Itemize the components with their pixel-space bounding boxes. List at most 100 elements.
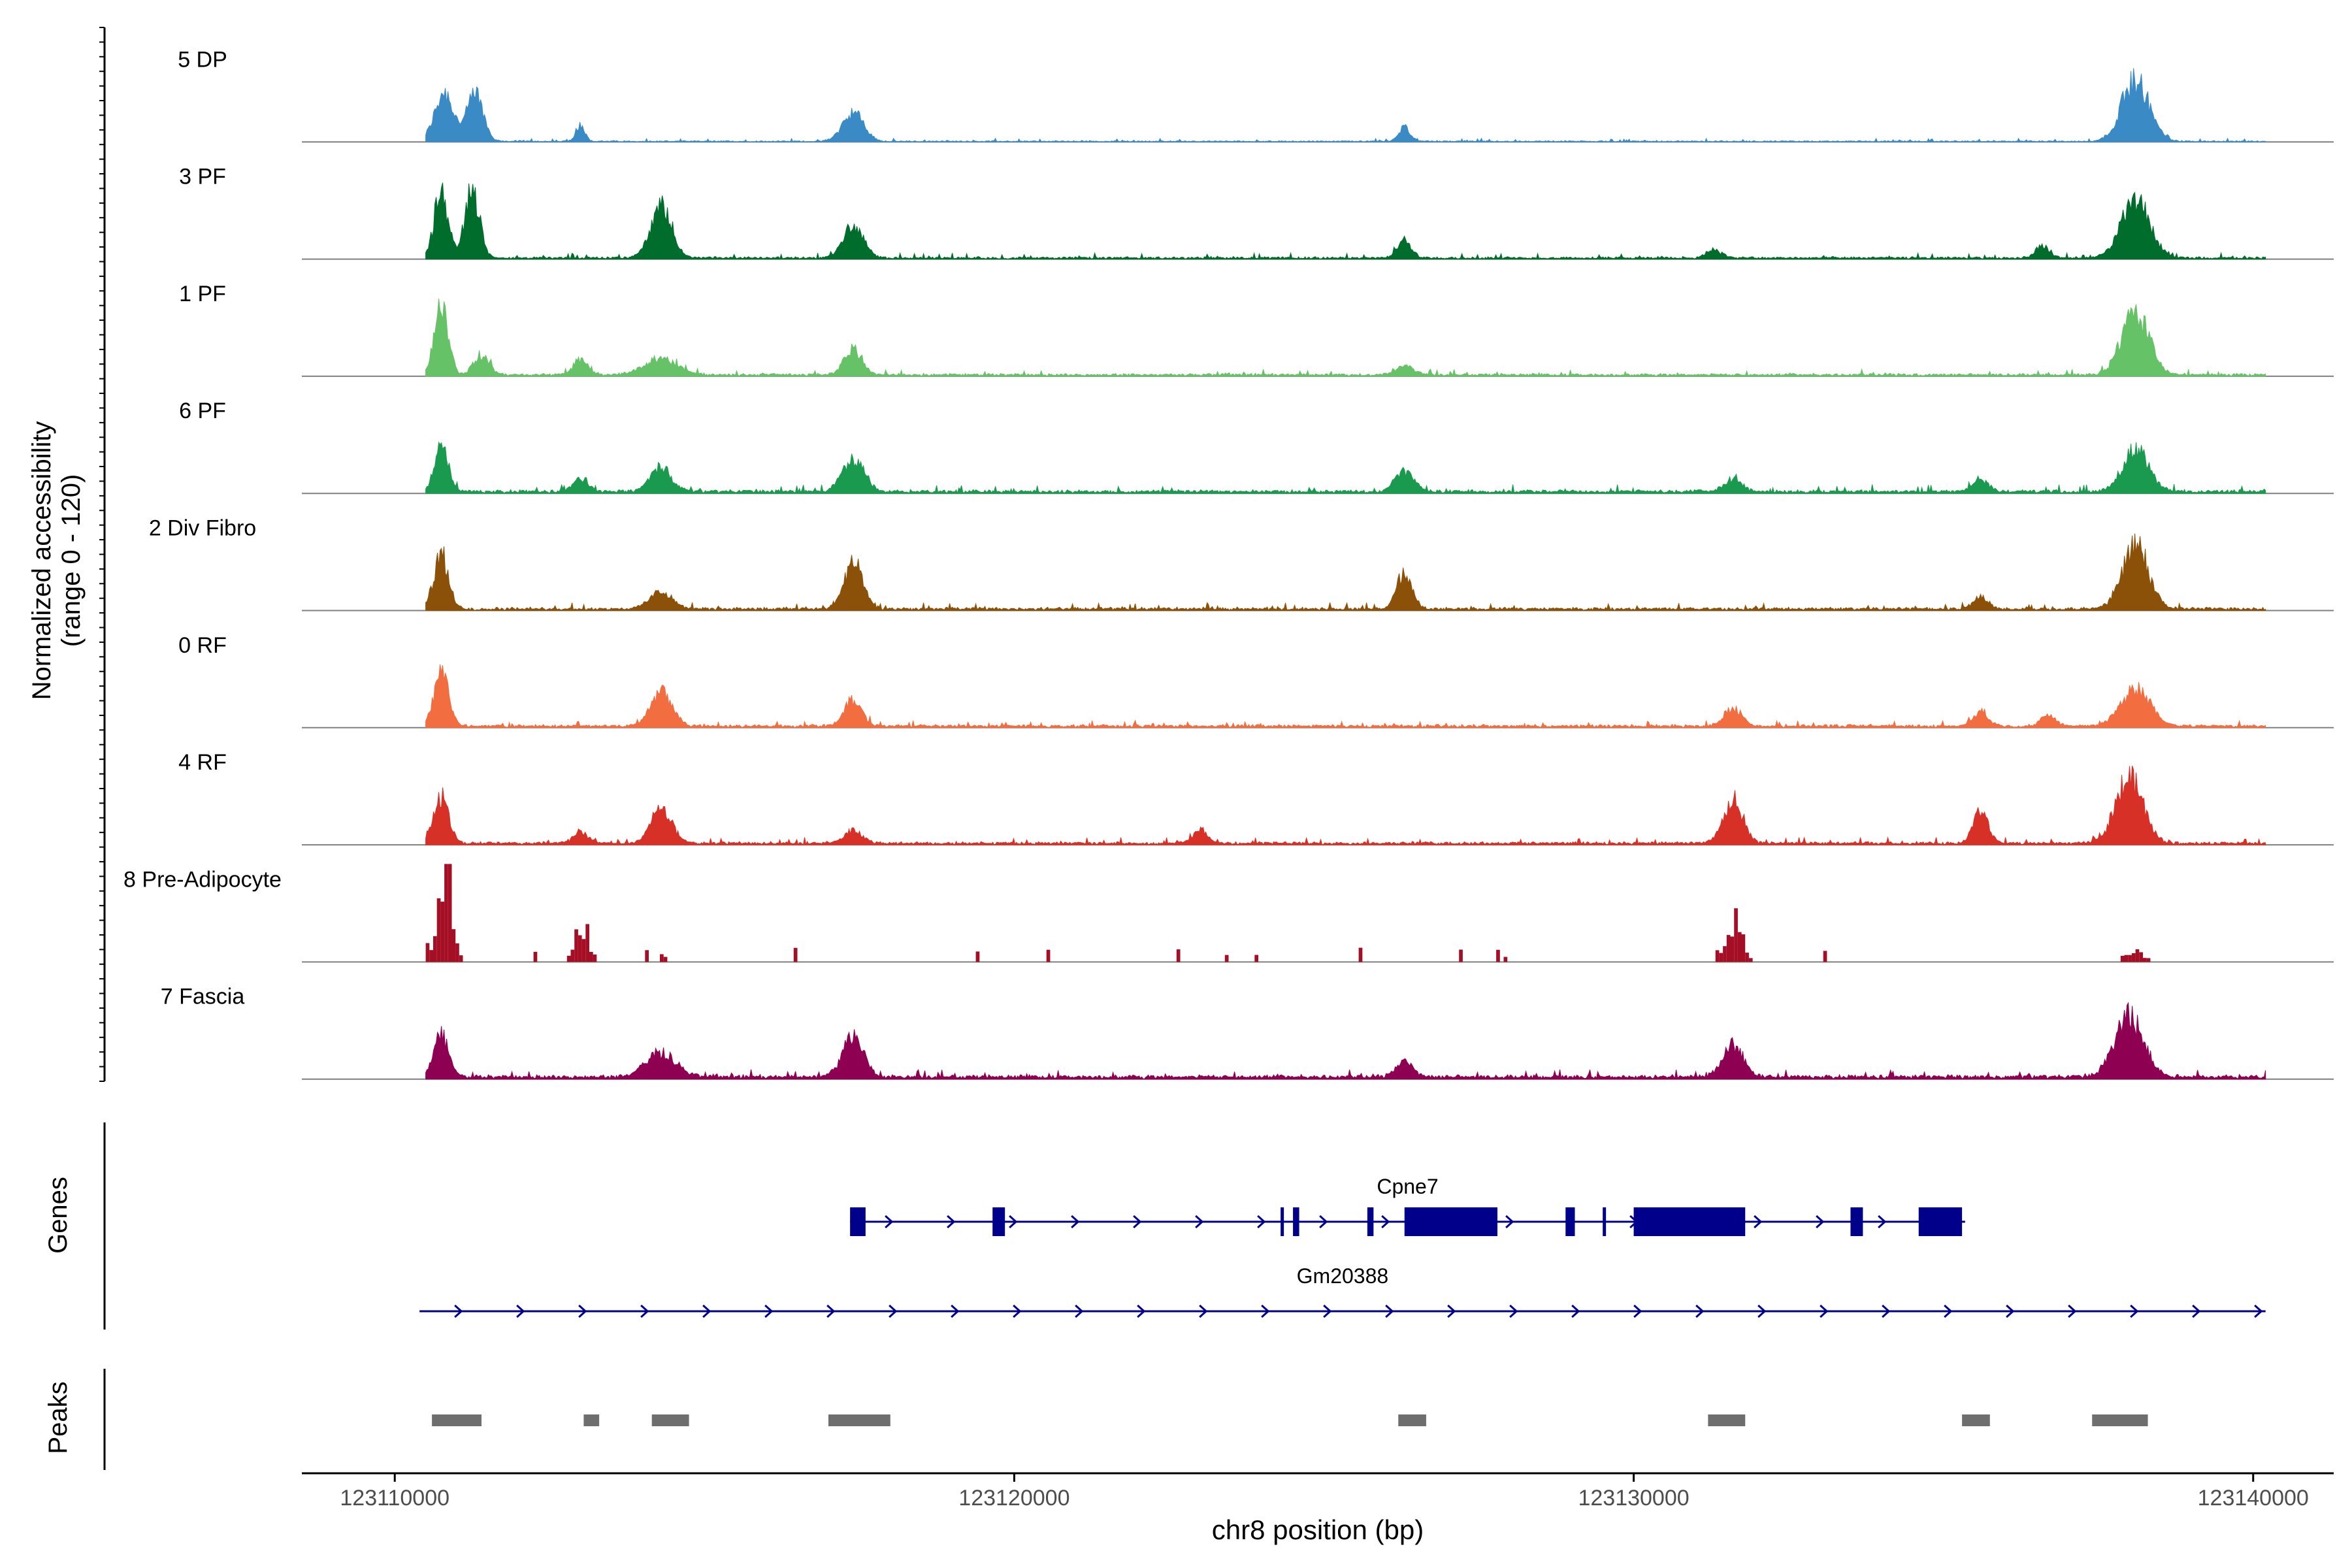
strand-chevron [2006, 1304, 2015, 1318]
coverage-bin [574, 929, 578, 962]
coverage-bin [570, 949, 575, 962]
coverage-bin [1046, 949, 1051, 962]
coverage-bin [1176, 949, 1181, 962]
coverage-bin [975, 951, 980, 962]
genes-panel: Cpne7 Gm20388 [103, 1122, 2266, 1330]
exon [1565, 1207, 1575, 1236]
track-5-dp: 5 DP [178, 47, 2334, 143]
peak-region [1398, 1414, 1426, 1426]
exon [992, 1207, 1005, 1236]
strand-chevron [1323, 1304, 1332, 1318]
exon [1633, 1207, 1746, 1236]
coverage-bin [1730, 936, 1735, 962]
gene-label: Gm20388 [1297, 1264, 1389, 1288]
coverage-bin [429, 950, 433, 962]
coverage-bin [2139, 952, 2143, 962]
x-tick-label: 123120000 [958, 1486, 1070, 1511]
strand-chevron [1633, 1304, 1642, 1318]
track-label: 8 Pre-Adipocyte [123, 867, 282, 892]
coverage-bin [1737, 932, 1742, 962]
coverage-area [425, 441, 2266, 495]
strand-chevron [1695, 1304, 1705, 1318]
peaks-panel-label: Peaks [44, 1381, 73, 1454]
strand-chevron [2068, 1304, 2077, 1318]
track-6-pf: 6 PF [179, 399, 2334, 495]
strand-chevron [1133, 1215, 1142, 1229]
strand-chevron [640, 1304, 649, 1318]
coverage-area [425, 1002, 2266, 1080]
coverage-bin [660, 954, 664, 962]
coverage-area [425, 68, 2266, 142]
exon [850, 1207, 866, 1236]
coverage-bin [448, 864, 452, 962]
coverage-bin [589, 952, 593, 962]
strand-chevron [1571, 1304, 1580, 1318]
strand-chevron [826, 1304, 836, 1318]
coverage-bin [444, 864, 448, 962]
coverage-bin [1715, 950, 1720, 962]
strand-chevron [1820, 1304, 1829, 1318]
strand-chevron [1071, 1215, 1080, 1229]
coverage-bin [1224, 955, 1229, 962]
peak-region [1708, 1414, 1746, 1426]
coverage-bin [459, 955, 463, 962]
strand-chevron [1009, 1215, 1018, 1229]
track-label: 3 PF [179, 165, 226, 189]
x-axis: 123110000 123120000 123130000 123140000 [302, 1472, 2334, 1511]
strand-chevron [454, 1304, 463, 1318]
strand-chevron [889, 1304, 898, 1318]
coverage-bin [1496, 949, 1500, 962]
track-7-fascia: 7 Fascia [161, 985, 2334, 1080]
coverage-bin [2135, 949, 2140, 962]
strand-chevron [1195, 1215, 1204, 1229]
track-2-div-fibro: 2 Div Fibro [149, 516, 2334, 612]
coverage-area [425, 533, 2266, 612]
peak-region [651, 1414, 689, 1426]
exon [1367, 1207, 1374, 1236]
strand-chevron [578, 1304, 587, 1318]
strand-chevron [1882, 1304, 1891, 1318]
strand-chevron [1385, 1304, 1394, 1318]
track-4-rf: 4 RF [178, 750, 2334, 846]
track-label: 6 PF [179, 399, 226, 423]
coverage-area [425, 664, 2266, 729]
strand-chevron [764, 1304, 774, 1318]
coverage-bin [593, 955, 597, 962]
coverage-bin [2128, 955, 2132, 962]
coverage-bin [1745, 953, 1749, 962]
coverage-bin [1358, 947, 1363, 962]
exon [1850, 1207, 1863, 1236]
peak-region [828, 1414, 890, 1426]
strand-chevron [2192, 1304, 2201, 1318]
coverage-bin [2131, 953, 2136, 962]
coverage-bin [578, 935, 582, 962]
peak-region [432, 1414, 482, 1426]
coverage-bin [585, 924, 589, 962]
coverage-bin [1726, 935, 1731, 962]
x-tick-label: 123130000 [1578, 1486, 1689, 1511]
track-3-pf: 3 PF [179, 165, 2334, 260]
coverage-bin [440, 902, 445, 962]
strand-chevron [516, 1304, 525, 1318]
strand-chevron [1509, 1304, 1518, 1318]
coverage-bin [1823, 951, 1827, 962]
coverage-area [425, 299, 2266, 377]
track-label: 1 PF [179, 282, 226, 306]
track-label: 4 RF [178, 750, 227, 775]
peak-region [2092, 1414, 2148, 1426]
x-axis-label: chr8 position (bp) [1212, 1514, 1424, 1545]
coverage-panel: 5 DP 3 PF 1 PF 6 PF 2 Div Fibro 0 RF 4 RF 8 Pre… [99, 27, 2334, 1082]
strand-chevron [951, 1304, 960, 1318]
coverage-area [425, 182, 2266, 260]
x-tick-label: 123140000 [2198, 1486, 2309, 1511]
gene-gm20388: Gm20388 [419, 1264, 2266, 1318]
strand-chevron [1878, 1215, 1887, 1229]
strand-chevron [1199, 1304, 1208, 1318]
track-label: 7 Fascia [161, 985, 245, 1009]
strand-chevron [1013, 1304, 1022, 1318]
exon [1281, 1207, 1284, 1236]
track-0-rf: 0 RF [178, 633, 2334, 729]
coverage-bin [425, 943, 430, 962]
coverage-bin [1459, 949, 1463, 962]
